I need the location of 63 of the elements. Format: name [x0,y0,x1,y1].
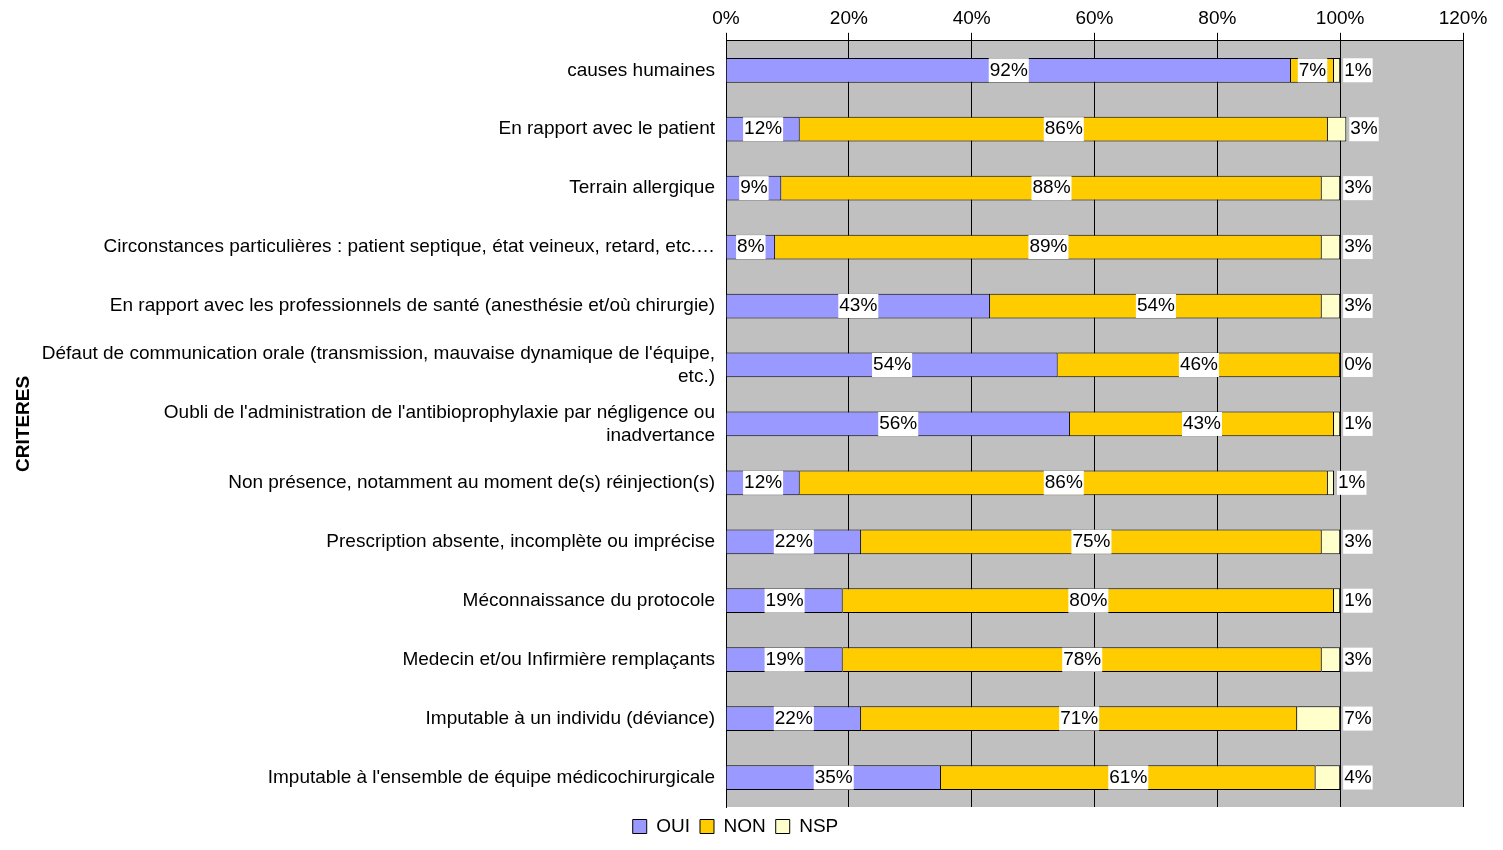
y-tick-label: Terrain allergique [569,176,715,198]
y-tick-label: Oubli de l'administration de l'antibioprophylaxie par négligence ou inadvertance [163,400,715,445]
data-label: 1% [1344,58,1372,80]
x-tick-label: 60% [1075,6,1114,28]
data-label: 35% [814,765,853,787]
data-label: 4% [1344,765,1372,787]
y-tick-label: En rapport avec les professionnels de santé (anesthésie et/où chirurgie) [109,294,715,316]
data-label: 89% [1029,235,1068,257]
y-tick-label: Circonstances particulières : patient septique, état veineux, retard, etc.… [103,235,715,257]
data-label: 0% [1344,353,1372,375]
data-label: 54% [1136,294,1176,316]
data-label: 3% [1344,235,1372,257]
y-axis-title: CRITERES [11,375,33,472]
x-tick-label: 20% [829,6,868,28]
data-label: 92% [989,58,1028,80]
data-label: 78% [1063,647,1102,669]
legend-label: OUI [656,814,690,836]
x-tick-label: 80% [1198,6,1237,28]
data-label: 61% [1109,765,1148,787]
data-label: 86% [1044,117,1083,139]
data-label: 7% [1344,706,1372,728]
x-tick-label: 100% [1315,6,1365,28]
data-label: 22% [774,706,813,728]
data-label: 1% [1344,412,1372,434]
y-tick-label: Non présence, notamment au moment de(s) réinjection(s) [228,471,715,493]
data-label: 3% [1344,647,1372,669]
data-label: 56% [879,412,918,434]
data-label: 75% [1072,530,1111,552]
x-tick-label: 120% [1438,6,1488,28]
y-tick-label: Prescription absente, incomplète ou imprécise [326,530,715,552]
y-tick-label: En rapport avec le patient [498,117,716,139]
data-label: 3% [1344,176,1372,198]
data-label: 3% [1344,294,1372,316]
x-tick-label: 0% [712,6,740,28]
y-tick-label: Imputable à l'ensemble de équipe médicochirurgicale [267,765,715,787]
data-label: 19% [765,588,804,610]
data-label: 46% [1179,353,1219,375]
y-tick-label: Défaut de communication orale (transmission, mauvaise dynamique de l'équipe, etc.) [41,341,715,386]
data-label: 54% [873,353,912,375]
data-label: 9% [740,176,768,198]
data-label: 86% [1044,471,1083,493]
legend-label: NON [723,814,766,836]
data-label: 3% [1344,530,1372,552]
data-label: 3% [1350,117,1378,139]
data-label: 22% [774,530,813,552]
data-label: 12% [744,117,783,139]
data-label: 7% [1298,58,1327,80]
y-tick-label: Medecin et/ou Infirmière remplaçants [402,647,715,669]
data-label: 80% [1069,588,1108,610]
data-label: 88% [1032,176,1071,198]
y-tick-label: Imputable à un individu (déviance) [425,706,715,728]
y-tick-label: Méconnaissance du protocole [462,588,715,610]
x-tick-label: 40% [952,6,991,28]
data-label: 71% [1060,706,1099,728]
legend-label: NSP [799,814,839,836]
y-tick-label: causes humaines [567,58,715,80]
data-label: 43% [839,294,878,316]
data-label: 43% [1182,412,1222,434]
data-label: 1% [1338,471,1366,493]
data-label: 12% [744,471,783,493]
data-label: 1% [1344,588,1372,610]
data-label: 19% [765,647,804,669]
data-label: 8% [737,235,765,257]
